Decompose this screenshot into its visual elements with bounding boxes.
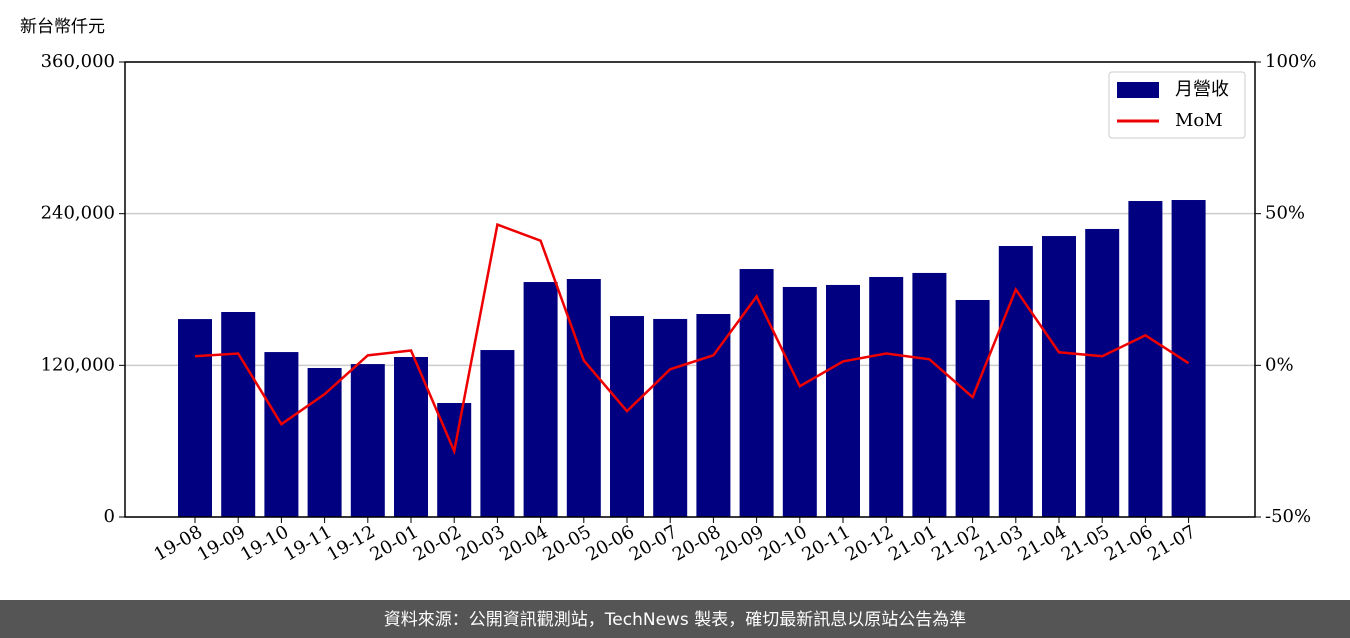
bar (566, 279, 601, 517)
x-tick-label: 21-05 (1058, 521, 1113, 565)
bar (394, 356, 428, 517)
legend-label: MoM (1175, 110, 1223, 131)
bar (1085, 228, 1120, 517)
x-tick-label: 20-02 (410, 521, 465, 565)
bar (178, 319, 212, 517)
x-tick-label: 20-01 (367, 521, 422, 565)
plot-frame (124, 61, 1256, 518)
x-tick-label: 21-03 (971, 521, 1026, 565)
x-tick-label: 20-10 (755, 521, 810, 565)
x-tick-label: 21-04 (1015, 521, 1070, 565)
y2-tick-label: 50% (1265, 203, 1305, 224)
bar (912, 272, 947, 517)
x-tick-label: 21-06 (1101, 521, 1156, 565)
bar (998, 246, 1033, 517)
x-tick-label: 20-08 (669, 521, 724, 565)
bar (696, 314, 731, 517)
x-tick-label: 20-09 (712, 521, 767, 565)
bar (1128, 201, 1163, 517)
bar (437, 402, 472, 517)
bar (955, 299, 990, 517)
bar (782, 286, 817, 517)
line (194, 222, 1190, 456)
bar (307, 367, 342, 517)
bar (350, 364, 385, 517)
y-tick-label: 0 (104, 506, 115, 527)
bar (739, 269, 774, 517)
x-tick-label: 20-11 (799, 521, 854, 565)
bar (264, 352, 299, 517)
legend-swatch (1117, 82, 1159, 98)
bar (610, 316, 644, 517)
bar (1042, 236, 1076, 517)
x-tick-label: 19-11 (280, 521, 335, 565)
x-tick-label: 20-05 (539, 521, 594, 565)
x-tick-label: 21-01 (885, 521, 940, 565)
x-tick-label: 21-07 (1144, 521, 1199, 565)
source-note: 資料來源：公開資訊觀測站，TechNews 製表，確切最新訊息以原站公告為準 (384, 610, 966, 630)
x-tick-label: 20-04 (496, 521, 551, 565)
footer-bar (0, 600, 1350, 638)
y-axis-label: 新台幣仟元 (20, 17, 105, 37)
bar (1171, 200, 1206, 517)
x-tick-label: 19-08 (151, 521, 206, 565)
bar (480, 350, 515, 517)
y-tick-label: 360,000 (41, 51, 115, 72)
bar (826, 284, 860, 517)
legend-label: 月營收 (1175, 79, 1229, 100)
x-tick-label: 21-02 (928, 521, 983, 565)
x-tick-label: 20-07 (626, 521, 681, 565)
x-tick-label: 19-12 (323, 521, 378, 565)
y2-tick-label: 100% (1265, 51, 1316, 72)
x-tick-label: 20-03 (453, 521, 508, 565)
y2-tick-label: 0% (1265, 354, 1294, 375)
x-tick-label: 19-10 (237, 521, 292, 565)
x-tick-label: 19-09 (194, 521, 249, 565)
bar (523, 282, 558, 517)
bar (221, 311, 256, 517)
y-tick-label: 240,000 (41, 203, 115, 224)
x-tick-label: 20-12 (842, 521, 897, 565)
y2-tick-label: -50% (1265, 506, 1311, 527)
y-tick-label: 120,000 (41, 354, 115, 375)
x-tick-label: 20-06 (583, 521, 638, 565)
bar (869, 276, 904, 517)
bar (653, 318, 688, 517)
